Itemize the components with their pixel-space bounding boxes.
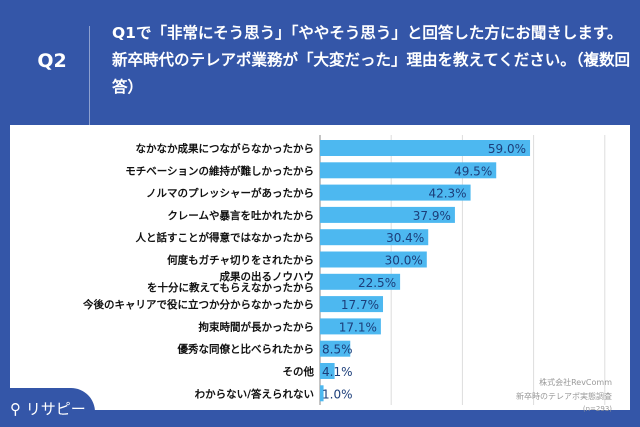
bar-chart: なかなか成果につながらなかったから 59.0% モチベーションの維持が難しかったから… <box>82 135 606 405</box>
data-label: 1.0% <box>322 387 353 401</box>
category-label: その他 <box>283 365 315 378</box>
data-label: 4.1% <box>322 365 353 379</box>
data-label: 59.0% <box>488 142 526 156</box>
sample-size: (n=293) <box>582 405 612 413</box>
bar <box>320 296 384 313</box>
bar <box>320 318 381 335</box>
source-company: 株式会社RevComm <box>539 378 612 387</box>
data-label: 22.5% <box>358 276 396 290</box>
question-text: Q1で「非常にそう思う」「ややそう思う」と回答した方にお聞きします。新卒時代のテ… <box>112 24 631 96</box>
category-label: 人と話すことが得意ではなかったから <box>136 231 315 244</box>
data-label: 37.9% <box>413 209 451 223</box>
category-label: 今後のキャリアで役に立つか分からなかったから <box>82 298 314 311</box>
data-label: 30.0% <box>385 254 423 268</box>
bar <box>320 363 335 379</box>
category-label: なかなか成果につながらなかったから <box>136 142 315 155</box>
bar <box>320 385 324 402</box>
bar <box>320 251 427 268</box>
bar <box>320 162 497 179</box>
bar <box>320 140 531 156</box>
category-label: 成果の出るノウハウ <box>220 270 315 283</box>
question-number: Q2 <box>37 50 67 72</box>
bar <box>320 340 351 357</box>
source-survey: 新卒時のテレアポ実態調査 <box>516 392 612 401</box>
category-label: を十分に教えてもらえなかったから <box>147 281 314 294</box>
logo: ⚲ リサピー <box>0 388 95 427</box>
logo-text: リサピー <box>25 400 86 418</box>
data-label: 17.1% <box>339 320 377 334</box>
data-label: 49.5% <box>454 164 492 178</box>
data-label: 42.3% <box>428 187 466 201</box>
bar <box>320 184 471 201</box>
category-label: 何度もガチャ切りをされたから <box>167 254 314 267</box>
bar <box>320 273 401 290</box>
data-label: 8.5% <box>322 343 353 357</box>
bar <box>320 229 429 246</box>
chart-panel: なかなか成果につながらなかったから 59.0% モチベーションの維持が難しかったから… <box>10 125 630 413</box>
category-label: モチベーションの維持が難しかったから <box>125 164 314 177</box>
category-label: 優秀な同僚と比べられたから <box>177 343 315 356</box>
pin-icon: ⚲ <box>10 400 21 418</box>
category-label: 拘束時間が長かったから <box>199 320 315 333</box>
bar <box>320 206 455 223</box>
category-label: ノルマのプレッシャーがあったから <box>146 187 314 200</box>
data-label: 30.4% <box>386 231 424 245</box>
data-label: 17.7% <box>341 298 379 312</box>
divider <box>89 26 90 126</box>
category-label: クレームや暴言を吐かれたから <box>167 209 314 222</box>
category-label: わからない/答えられない <box>195 387 314 400</box>
